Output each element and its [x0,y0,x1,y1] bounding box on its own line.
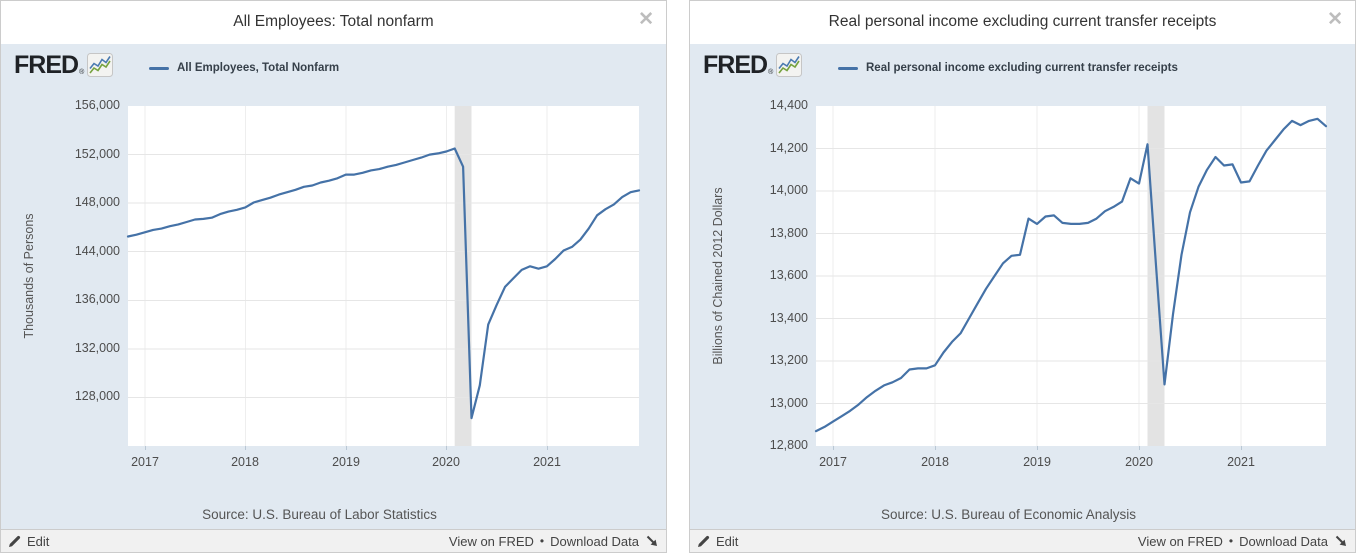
y-tick-label: 14,200 [769,141,808,155]
source-note: Source: U.S. Bureau of Economic Analysis [880,507,1137,522]
legend-item[interactable]: Real personal income excluding current t… [838,62,1178,74]
y-tick-label: 148,000 [74,195,120,209]
panel-total-nonfarm: All Employees: Total nonfarm ✕ FRED ® Al… [0,0,667,553]
x-tick-mark [1037,446,1038,450]
x-tick-label: 2021 [533,455,561,469]
y-tick-label: 132,000 [74,341,120,355]
plot-area[interactable] [814,106,1328,446]
y-tick-label: 152,000 [74,147,120,161]
legend-label: Real personal income excluding current t… [866,62,1178,74]
data-line [814,117,1328,433]
chart-area: FRED ® Real personal income excluding cu… [690,44,1355,529]
download-data-link[interactable]: Download Data [1239,533,1328,549]
download-data-link[interactable]: Download Data [550,533,639,549]
recession-band [454,106,472,446]
registered-mark-icon: ® [79,69,85,76]
y-tick-label: 128,000 [74,389,120,403]
y-tick-label: 14,400 [769,98,808,112]
fred-logo-text: FRED [14,51,79,79]
footer-bar: Edit View on FRED • Download Data [1,529,666,552]
close-icon[interactable]: ✕ [1327,9,1343,30]
close-icon[interactable]: ✕ [638,9,654,30]
source-note: Source: U.S. Bureau of Labor Statistics [202,507,437,522]
x-tick-mark [446,446,447,450]
expand-arrow-icon[interactable] [645,534,659,548]
y-tick-label: 13,800 [769,226,808,240]
y-tick-label: 13,600 [769,268,808,282]
x-tick-label: 2020 [432,455,460,469]
data-line [126,147,641,420]
edit-pencil-icon [698,535,710,547]
title-bar: Real personal income excluding current t… [690,1,1355,44]
legend-label: All Employees, Total Nonfarm [177,62,340,74]
x-tick-label: 2021 [1227,455,1255,469]
legend-item[interactable]: All Employees, Total Nonfarm [149,62,339,74]
view-on-fred-link[interactable]: View on FRED [448,533,534,549]
edit-link[interactable]: Edit [27,533,50,549]
x-tick-mark [145,446,146,450]
x-tick-label: 2019 [1023,455,1051,469]
y-tick-label: 144,000 [74,244,120,258]
y-axis-title: Thousands of Persons [22,213,36,339]
x-tick-label: 2018 [921,455,949,469]
x-tick-mark [1139,446,1140,450]
fred-logo[interactable]: FRED ® [703,51,803,79]
y-tick-label: 12,800 [769,438,808,452]
x-tick-mark [547,446,548,450]
footer-separator: • [1228,534,1234,548]
x-tick-label: 2017 [819,455,847,469]
y-axis-title: Billions of Chained 2012 Dollars [711,187,725,365]
x-tick-mark [245,446,246,450]
x-tick-mark [935,446,936,450]
registered-mark-icon: ® [768,69,774,76]
y-tick-label: 13,400 [769,311,808,325]
fred-logo[interactable]: FRED ® [14,51,114,79]
x-tick-mark [1241,446,1242,450]
y-tick-label: 13,200 [769,353,808,367]
legend-line-swatch [149,66,169,70]
page-title: Real personal income excluding current t… [828,13,1217,30]
page-title: All Employees: Total nonfarm [233,13,434,30]
expand-arrow-icon[interactable] [1334,534,1348,548]
plot-area[interactable] [126,106,641,446]
view-on-fred-link[interactable]: View on FRED [1137,533,1223,549]
y-tick-label: 156,000 [74,98,120,112]
footer-separator: • [539,534,545,548]
chart-area: FRED ® All Employees, Total Nonfarm Thou… [1,44,666,529]
edit-link[interactable]: Edit [716,533,739,549]
fred-logo-text: FRED [703,51,768,79]
x-tick-label: 2019 [332,455,360,469]
x-tick-label: 2020 [1125,455,1153,469]
panel-real-personal-income: Real personal income excluding current t… [689,0,1356,553]
footer-bar: Edit View on FRED • Download Data [690,529,1355,552]
x-tick-mark [833,446,834,450]
edit-pencil-icon [9,535,21,547]
y-tick-label: 136,000 [74,292,120,306]
x-tick-mark [346,446,347,450]
title-bar: All Employees: Total nonfarm ✕ [1,1,666,44]
x-tick-label: 2017 [131,455,159,469]
y-tick-label: 14,000 [769,183,808,197]
fred-chart-icon [87,53,114,77]
y-tick-label: 13,000 [769,396,808,410]
x-tick-label: 2018 [231,455,259,469]
fred-chart-icon [776,53,803,77]
legend-line-swatch [838,66,858,70]
